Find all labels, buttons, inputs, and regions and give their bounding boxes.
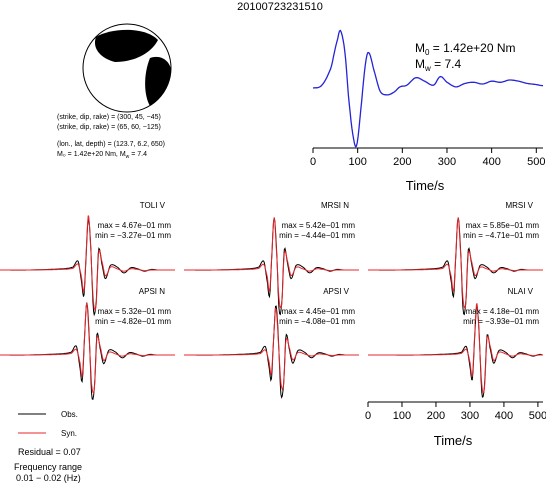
synthetic-trace: [0, 302, 175, 394]
station-label: APSI N: [139, 287, 165, 296]
beachball-compressional-lobe-2: [145, 56, 171, 106]
stf-mw-value: = 7.4: [431, 57, 462, 71]
station-label: TOLI V: [140, 201, 166, 210]
stf-curve: [312, 29, 544, 148]
moment-mw-value: = 7.4: [129, 151, 147, 158]
beachball: [82, 23, 172, 113]
frequency-value: 0.01 − 0.02 (Hz): [16, 473, 81, 483]
max-amplitude: max = 5.32e−01 mm: [98, 307, 172, 316]
stf-m0-sub: 0: [425, 48, 430, 57]
stf-tick-label: 100: [348, 156, 366, 168]
min-amplitude: min = −4.08e−01 mm: [279, 317, 355, 326]
stf-tick-label: 300: [438, 156, 456, 168]
synthetic-trace: [184, 217, 359, 309]
stf-x-ticks: 0 100 200 300 400 500: [310, 148, 545, 168]
frequency-title: Frequency range: [14, 462, 82, 472]
moment-mw-sub: w: [126, 154, 130, 160]
synthetic-trace: [0, 215, 175, 312]
stf-xlabel: Time/s: [406, 178, 445, 193]
stf-tick-label: 200: [393, 156, 411, 168]
min-amplitude: min = −4.82e−01 mm: [95, 317, 171, 326]
waveform-tick-label: 400: [495, 410, 513, 422]
stf-tick-label: 400: [482, 156, 500, 168]
stf-tick-label: 500: [527, 156, 545, 168]
waveform-tick-label: 0: [365, 410, 371, 422]
legend-syn-label: Syn.: [61, 429, 77, 438]
stf-m0-text: M0 = 1.42e+20 Nm: [415, 41, 516, 57]
min-amplitude: min = −4.44e−01 mm: [279, 231, 355, 240]
event-title: 20100723231510: [237, 1, 323, 13]
max-amplitude: max = 4.18e−01 mm: [466, 307, 540, 316]
min-amplitude: min = −3.27e−01 mm: [95, 231, 171, 240]
stf-mw-text: Mw = 7.4: [415, 57, 461, 73]
moment-main: M₀ = 1.42e+20 Nm, M: [57, 151, 126, 158]
location-text: (lon., lat, depth) = (123.7, 6.2, 650): [57, 141, 165, 148]
min-amplitude: min = −4.71e−01 mm: [463, 231, 539, 240]
waveform-x-ticks: 0 100 200 300 400 500: [365, 402, 546, 422]
beachball-compressional-lobe-1: [94, 29, 158, 63]
moment-text: M₀ = 1.42e+20 Nm, Mw = 7.4: [57, 151, 147, 160]
station-label: APSI V: [323, 287, 349, 296]
stf-m0-value: = 1.42e+20 Nm: [429, 41, 515, 55]
legend-obs-label: Obs.: [61, 410, 78, 419]
stf-m0-label: M: [415, 41, 425, 55]
synthetic-trace: [368, 303, 543, 394]
plane1-text: (strike, dip, rake) = (300, 45, −45): [57, 114, 161, 121]
station-label: MRSI N: [321, 201, 349, 210]
source-time-function-plot: 0 100 200 300 400 500 M0 = 1.42e+20 Nm Mw = 7…: [310, 29, 545, 193]
waveform-xlabel: Time/s: [434, 433, 473, 448]
max-amplitude: max = 4.45e−01 mm: [282, 307, 356, 316]
station-label: NLAI V: [508, 287, 534, 296]
stf-mw-label: M: [415, 57, 425, 71]
legend: Obs. Syn. Residual = 0.07 Frequency rang…: [14, 410, 82, 483]
max-amplitude: max = 5.42e−01 mm: [282, 221, 356, 230]
min-amplitude: min = −3.93e−01 mm: [463, 317, 539, 326]
synthetic-trace: [368, 217, 543, 309]
plane2-text: (strike, dip, rake) = (65, 60, −125): [57, 124, 161, 131]
synthetic-trace: [184, 307, 359, 391]
max-amplitude: max = 4.67e−01 mm: [98, 221, 172, 230]
max-amplitude: max = 5.85e−01 mm: [466, 221, 540, 230]
stf-mw-sub: w: [424, 64, 431, 73]
residual-text: Residual = 0.07: [18, 447, 81, 457]
waveform-tick-label: 500: [529, 410, 546, 422]
waveform-tick-label: 300: [461, 410, 479, 422]
waveform-tick-label: 200: [427, 410, 445, 422]
waveform-tick-label: 100: [393, 410, 411, 422]
stf-tick-label: 0: [310, 156, 316, 168]
mechanism-text: (strike, dip, rake) = (300, 45, −45) (st…: [57, 114, 165, 160]
station-label: MRSI V: [505, 201, 533, 210]
waveform-time-axis: 0 100 200 300 400 500 Time/s: [365, 401, 546, 448]
